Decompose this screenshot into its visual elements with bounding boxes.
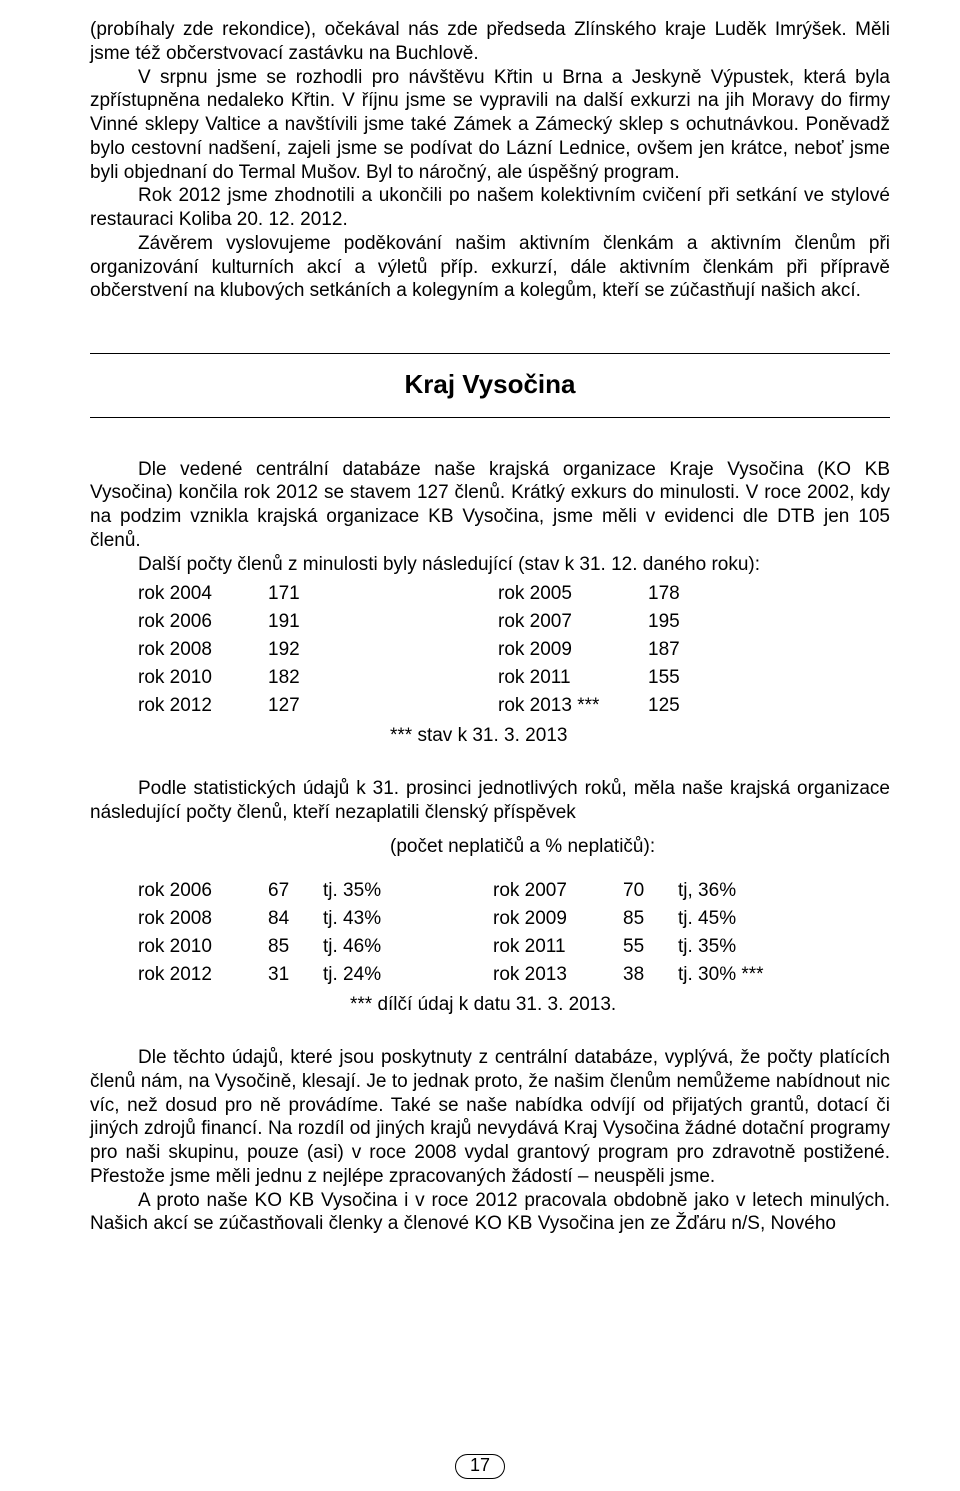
table-cell: 191 — [268, 608, 338, 636]
paragraph: (probíhaly zde rekondice), očekával nás … — [90, 18, 890, 66]
table-cell: rok 2013 — [493, 961, 623, 989]
table-cell: rok 2006 — [138, 877, 268, 905]
table-cell: rok 2012 — [138, 961, 268, 989]
table-cell: rok 2011 — [498, 664, 648, 692]
paragraph: Podle statistických údajů k 31. prosinci… — [90, 777, 890, 825]
table-col-left: rok 2006 rok 2008 rok 2010 rok 2012 67 8… — [138, 877, 423, 989]
table-cell: 182 — [268, 664, 338, 692]
nonpayers-table: rok 2006 rok 2008 rok 2010 rok 2012 67 8… — [138, 877, 890, 989]
table-cell: tj. 43% — [323, 905, 423, 933]
table-cell: 192 — [268, 636, 338, 664]
table-cell: 38 — [623, 961, 678, 989]
spacer — [90, 428, 890, 458]
table-cell: 127 — [268, 692, 338, 720]
table-cell: rok 2010 — [138, 933, 268, 961]
spacer — [338, 580, 498, 720]
table-cell: tj. 35% — [323, 877, 423, 905]
table-cell: 195 — [648, 608, 718, 636]
table-cell: 31 — [268, 961, 323, 989]
table-footnote: *** stav k 31. 3. 2013 — [390, 724, 890, 748]
table-cell: rok 2009 — [493, 905, 623, 933]
table-cell: tj. 46% — [323, 933, 423, 961]
spacer — [423, 877, 493, 989]
table-cell: 171 — [268, 580, 338, 608]
document-page: (probíhaly zde rekondice), očekával nás … — [0, 0, 960, 1491]
table-footnote: *** dílčí údaj k datu 31. 3. 2013. — [350, 993, 890, 1017]
page-number: 17 — [0, 1454, 960, 1479]
spacer — [90, 1036, 890, 1046]
table-cell: rok 2012 — [138, 692, 268, 720]
table-cell: tj. 35% — [678, 933, 808, 961]
table-cell: tj. 24% — [323, 961, 423, 989]
table-cell: 155 — [648, 664, 718, 692]
table-cell: rok 2008 — [138, 905, 268, 933]
table-cell: rok 2007 — [493, 877, 623, 905]
paragraph: A proto naše KO KB Vysočina i v roce 201… — [90, 1189, 890, 1237]
table-cell: rok 2008 — [138, 636, 268, 664]
table-subheading: (počet neplatičů a % neplatičů): — [390, 835, 890, 859]
table-cell: rok 2013 *** — [498, 692, 648, 720]
table-cell: tj. 45% — [678, 905, 808, 933]
paragraph: Dle těchto údajů, které jsou poskytnuty … — [90, 1046, 890, 1189]
table-cell: rok 2005 — [498, 580, 648, 608]
table-cell: 70 — [623, 877, 678, 905]
members-table: rok 2004 rok 2006 rok 2008 rok 2010 rok … — [138, 580, 890, 720]
table-cell: rok 2010 — [138, 664, 268, 692]
table-cell: tj, 36% — [678, 877, 808, 905]
table-col-right: rok 2005 rok 2007 rok 2009 rok 2011 rok … — [498, 580, 718, 720]
paragraph: Rok 2012 jsme zhodnotili a ukončili po n… — [90, 184, 890, 232]
table-cell: rok 2006 — [138, 608, 268, 636]
table-cell: 85 — [268, 933, 323, 961]
table-cell: rok 2007 — [498, 608, 648, 636]
table-cell: rok 2004 — [138, 580, 268, 608]
table-cell: 125 — [648, 692, 718, 720]
table-cell: 84 — [268, 905, 323, 933]
paragraph: Dle vedené centrální databáze naše krajs… — [90, 458, 890, 553]
paragraph: Závěrem vyslovujeme poděkování našim akt… — [90, 232, 890, 303]
page-number-value: 17 — [455, 1454, 505, 1479]
table-cell: 85 — [623, 905, 678, 933]
table-col-right: rok 2007 rok 2009 rok 2011 rok 2013 70 8… — [493, 877, 808, 989]
table-cell: rok 2011 — [493, 933, 623, 961]
table-cell: rok 2009 — [498, 636, 648, 664]
section-title: Kraj Vysočina — [404, 369, 575, 399]
table-col-left: rok 2004 rok 2006 rok 2008 rok 2010 rok … — [138, 580, 338, 720]
section-divider: Kraj Vysočina — [90, 353, 890, 418]
paragraph: V srpnu jsme se rozhodli pro návštěvu Kř… — [90, 66, 890, 185]
spacer — [90, 767, 890, 777]
table-cell: tj. 30% *** — [678, 961, 808, 989]
table-cell: 55 — [623, 933, 678, 961]
paragraph: Další počty členů z minulosti byly násle… — [90, 553, 890, 577]
table-cell: 178 — [648, 580, 718, 608]
table-cell: 67 — [268, 877, 323, 905]
table-cell: 187 — [648, 636, 718, 664]
